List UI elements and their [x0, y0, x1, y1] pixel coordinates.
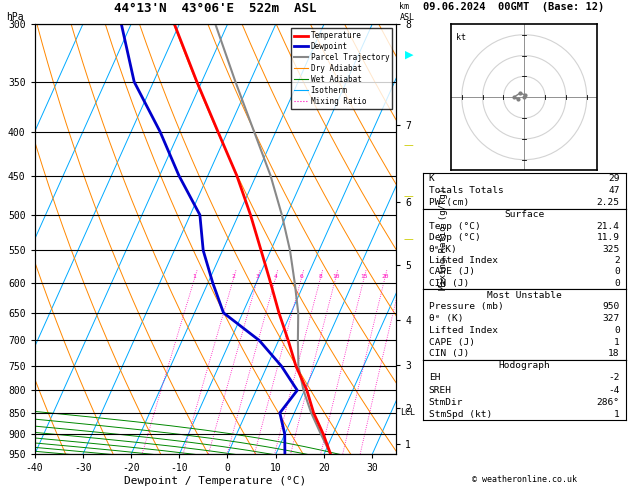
X-axis label: Dewpoint / Temperature (°C): Dewpoint / Temperature (°C)	[125, 476, 306, 486]
Text: —: —	[404, 191, 414, 201]
Text: Most Unstable: Most Unstable	[487, 291, 562, 299]
Text: Pressure (mb): Pressure (mb)	[429, 302, 504, 312]
Text: 1: 1	[192, 274, 196, 278]
Text: 47: 47	[608, 186, 620, 195]
Text: ▶: ▶	[405, 50, 414, 59]
Text: EH: EH	[429, 373, 440, 382]
Text: 29: 29	[608, 174, 620, 183]
Text: 8: 8	[318, 274, 322, 278]
Text: 44°13'N  43°06'E  522m  ASL: 44°13'N 43°06'E 522m ASL	[114, 1, 316, 15]
Text: LCL: LCL	[401, 408, 415, 417]
Text: 09.06.2024  00GMT  (Base: 12): 09.06.2024 00GMT (Base: 12)	[423, 2, 604, 13]
Text: Hodograph: Hodograph	[498, 361, 550, 370]
Text: CIN (J): CIN (J)	[429, 279, 469, 288]
Text: CAPE (J): CAPE (J)	[429, 267, 475, 277]
Text: -4: -4	[608, 385, 620, 395]
Text: PW (cm): PW (cm)	[429, 198, 469, 208]
Text: θᵉ(K): θᵉ(K)	[429, 244, 457, 254]
Text: km
ASL: km ASL	[399, 2, 415, 22]
Text: 286°: 286°	[597, 398, 620, 407]
Text: -2: -2	[608, 373, 620, 382]
Text: 10: 10	[331, 274, 339, 278]
Text: 3: 3	[256, 274, 260, 278]
Text: 2: 2	[231, 274, 235, 278]
Text: 0: 0	[614, 326, 620, 335]
Text: 325: 325	[603, 244, 620, 254]
Text: —: —	[404, 234, 414, 244]
Text: Lifted Index: Lifted Index	[429, 326, 498, 335]
Text: 950: 950	[603, 302, 620, 312]
Text: 1: 1	[614, 410, 620, 419]
Text: 11.9: 11.9	[597, 233, 620, 242]
Legend: Temperature, Dewpoint, Parcel Trajectory, Dry Adiabat, Wet Adiabat, Isotherm, Mi: Temperature, Dewpoint, Parcel Trajectory…	[291, 28, 392, 109]
Text: 327: 327	[603, 314, 620, 323]
Text: 21.4: 21.4	[597, 222, 620, 231]
Text: 1: 1	[614, 337, 620, 347]
Text: 2.25: 2.25	[597, 198, 620, 208]
Text: 2: 2	[614, 256, 620, 265]
Text: 18: 18	[608, 349, 620, 358]
Text: 15: 15	[360, 274, 368, 278]
Text: Mixing Ratio (g/kg): Mixing Ratio (g/kg)	[439, 188, 448, 291]
Text: Lifted Index: Lifted Index	[429, 256, 498, 265]
Text: Surface: Surface	[504, 210, 544, 219]
Text: Temp (°C): Temp (°C)	[429, 222, 481, 231]
Text: SREH: SREH	[429, 385, 452, 395]
Text: —: —	[404, 140, 414, 150]
Text: © weatheronline.co.uk: © weatheronline.co.uk	[472, 474, 577, 484]
Text: CAPE (J): CAPE (J)	[429, 337, 475, 347]
Text: 0: 0	[614, 267, 620, 277]
Text: kt: kt	[455, 33, 465, 42]
Text: CIN (J): CIN (J)	[429, 349, 469, 358]
Text: Dewp (°C): Dewp (°C)	[429, 233, 481, 242]
Text: StmSpd (kt): StmSpd (kt)	[429, 410, 492, 419]
Text: Totals Totals: Totals Totals	[429, 186, 504, 195]
Text: K: K	[429, 174, 435, 183]
Text: StmDir: StmDir	[429, 398, 464, 407]
Text: 20: 20	[381, 274, 389, 278]
Text: 0: 0	[614, 279, 620, 288]
Text: 6: 6	[299, 274, 303, 278]
Text: θᵉ (K): θᵉ (K)	[429, 314, 464, 323]
Text: 4: 4	[274, 274, 277, 278]
Text: hPa: hPa	[6, 12, 24, 22]
